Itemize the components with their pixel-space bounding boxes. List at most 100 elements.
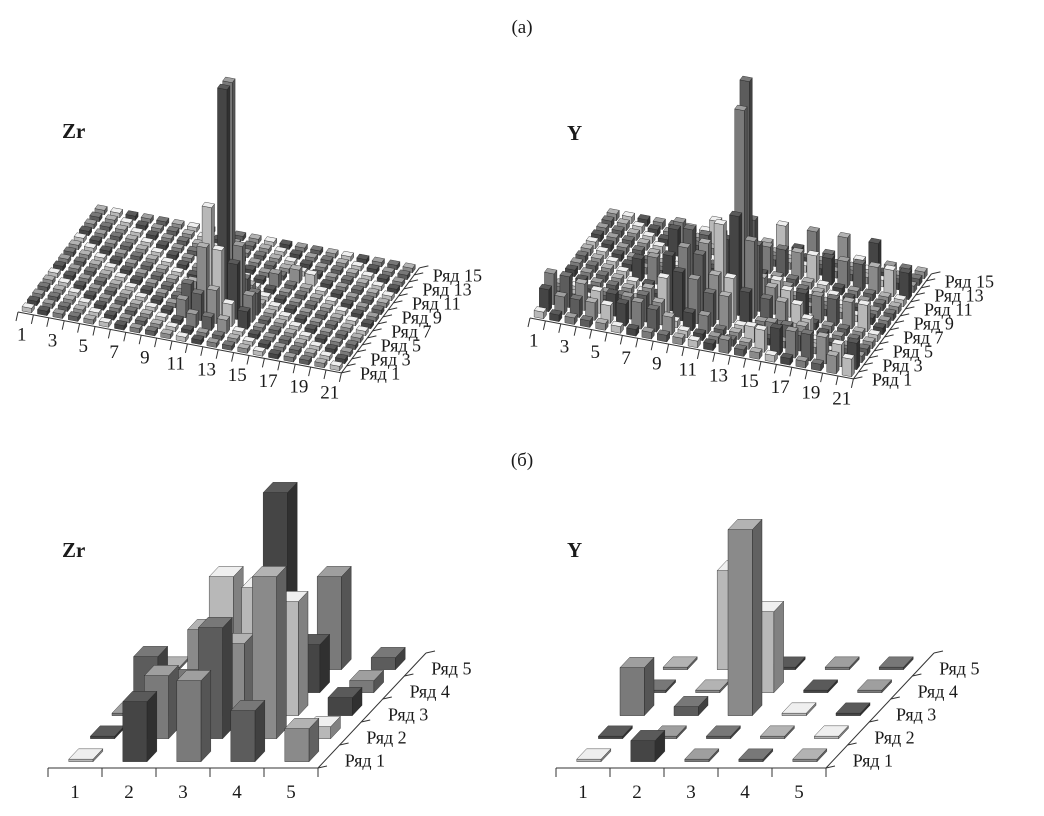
bar	[813, 725, 849, 740]
x-tick	[154, 337, 158, 348]
row-label: Ряд 3	[882, 355, 922, 375]
bar	[705, 725, 741, 740]
bar	[835, 702, 871, 717]
bar	[597, 725, 633, 740]
bar	[304, 299, 318, 311]
x-tick-label: 17	[259, 371, 278, 392]
bar	[800, 328, 814, 362]
x-tick-label: 17	[771, 377, 790, 398]
bar	[698, 310, 712, 335]
row-label: Ряд 2	[366, 728, 406, 748]
x-tick	[61, 320, 65, 330]
row-tick	[853, 376, 863, 380]
bar	[206, 337, 220, 349]
bar	[619, 656, 655, 717]
bar	[350, 308, 364, 320]
x-tick-label: 3	[560, 336, 570, 357]
x-tick-label: 13	[197, 359, 216, 380]
bar	[129, 322, 143, 334]
row-label: Ряд 1	[872, 369, 912, 389]
bar	[314, 285, 329, 297]
x-tick-label: 11	[679, 359, 697, 380]
bar	[104, 286, 118, 297]
row-tick	[863, 362, 873, 366]
x-tick	[169, 340, 173, 351]
bar	[319, 302, 334, 314]
bar	[98, 317, 112, 328]
bar	[160, 304, 174, 316]
bar	[283, 327, 297, 339]
bar	[52, 260, 67, 272]
bar	[170, 314, 184, 326]
row-tick	[912, 673, 922, 677]
bar	[795, 355, 809, 369]
x-tick-label: 2	[632, 782, 642, 803]
bar	[319, 326, 333, 338]
bar	[114, 319, 128, 331]
bar	[626, 275, 640, 289]
bar	[230, 699, 266, 763]
bar	[160, 328, 174, 340]
x-tick	[138, 335, 142, 345]
row-tick	[868, 355, 879, 359]
x-tick	[804, 370, 808, 380]
bar	[329, 360, 343, 372]
bar	[263, 284, 277, 296]
bar	[351, 260, 365, 272]
bar	[284, 717, 320, 763]
x-tick	[30, 314, 34, 325]
bar	[821, 253, 836, 286]
bar	[330, 312, 344, 324]
row-label: Ряд 9	[402, 307, 442, 327]
x-tick	[338, 372, 342, 383]
row-tick	[362, 342, 372, 346]
bar	[672, 332, 686, 346]
x-tick	[92, 326, 96, 336]
row-label: Ряд 2	[874, 728, 914, 748]
x-tick	[635, 338, 639, 348]
x-tick-label: 19	[289, 377, 308, 398]
x-tick	[261, 358, 265, 368]
x-tick-label: 4	[232, 782, 242, 803]
x-tick	[527, 317, 531, 328]
row-label: Ряд 3	[388, 705, 428, 725]
bar	[781, 702, 817, 717]
bar	[294, 242, 308, 254]
bar	[662, 311, 676, 336]
row-label: Ряд 3	[896, 705, 936, 725]
x-tick-label: 21	[320, 382, 339, 403]
row-tick	[414, 272, 424, 276]
bar	[186, 308, 200, 329]
bar	[327, 686, 363, 717]
bar	[283, 351, 297, 363]
bar	[749, 346, 763, 360]
row-tick	[874, 348, 884, 352]
bar	[176, 669, 212, 763]
bar	[371, 304, 385, 316]
bar	[320, 255, 334, 266]
x-tick	[681, 346, 685, 357]
x-tick	[666, 343, 670, 354]
row-label: Ряд 13	[422, 279, 471, 299]
chart-y-b: 1 2 3 4 5 Ряд 1 Ряд 2 Ряд 3 Ряд 4 Ряд 5	[555, 518, 979, 803]
bar	[615, 298, 630, 327]
bar	[68, 287, 82, 299]
bar	[289, 264, 303, 284]
x-tick-label: 1	[70, 782, 80, 803]
row-tick	[847, 742, 857, 746]
bar	[253, 274, 267, 286]
depth-axis-line	[825, 652, 935, 769]
bar	[626, 323, 640, 337]
bar	[631, 253, 645, 282]
x-tick	[277, 361, 281, 371]
row-label: Ряд 4	[918, 682, 958, 702]
bar	[83, 290, 97, 302]
row-tick	[905, 306, 915, 310]
x-tick-label: 5	[79, 336, 89, 357]
bar	[672, 266, 686, 322]
row-label: Ряд 4	[410, 682, 450, 702]
row-tick	[869, 719, 879, 723]
bar	[139, 308, 154, 320]
bar	[792, 748, 828, 763]
row-tick	[419, 265, 429, 269]
